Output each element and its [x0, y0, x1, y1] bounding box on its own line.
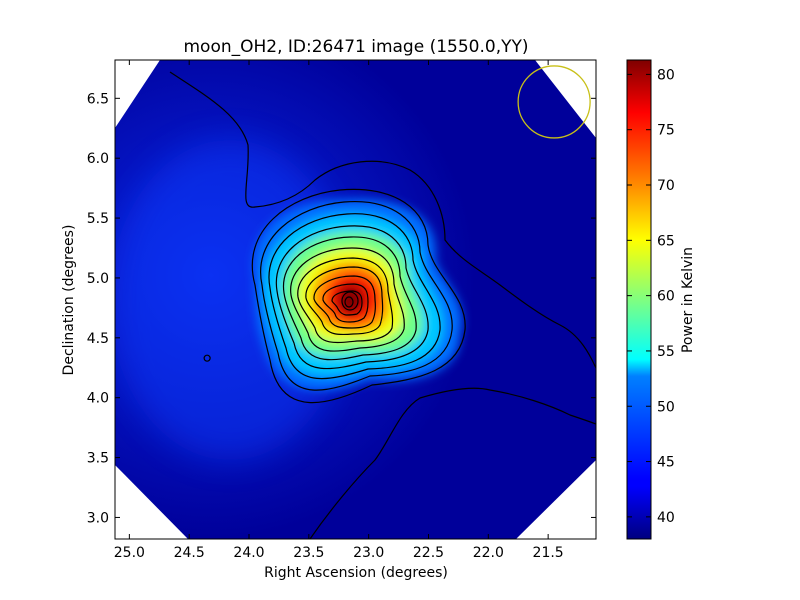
x-axis: 25.0 24.5 24.0 23.5 23.0 22.5 22.0 21.5	[114, 60, 564, 561]
contour-lines	[169, 71, 596, 539]
beam-circle	[517, 65, 591, 139]
y-tick-label: 4.0	[87, 391, 109, 407]
x-tick-label: 25.0	[114, 545, 145, 561]
colorbar-frame	[626, 59, 652, 540]
x-tick-label: 22.0	[473, 545, 504, 561]
colorbar-tick-label: 50	[657, 399, 675, 415]
blank-corner-top-left	[115, 60, 160, 128]
colorbar-tick-label: 70	[657, 178, 675, 194]
y-tick-label: 3.0	[87, 510, 109, 526]
y-tick-label: 5.0	[87, 271, 109, 287]
y-tick-label: 5.5	[87, 211, 109, 227]
colorbar-label: Power in Kelvin	[680, 247, 696, 353]
y-tick-label: 6.0	[87, 151, 109, 167]
plot-frame	[114, 59, 597, 540]
y-axis-label: Declination (degrees)	[61, 225, 77, 376]
colorbar-tick-label: 80	[657, 67, 675, 83]
colorbar-ticks: 40 45 50 55 60 65 70 75 80	[627, 67, 675, 526]
x-tick-label: 23.0	[353, 545, 384, 561]
colorbar-tick-label: 40	[657, 510, 675, 526]
blank-corner-top-right	[535, 60, 596, 138]
contour-level-1	[251, 188, 466, 404]
x-axis-label: Right Ascension (degrees)	[264, 565, 448, 581]
blank-corner-bottom-right	[516, 460, 596, 539]
contour-level-10	[322, 283, 369, 323]
colorbar-tick-label: 75	[657, 123, 675, 139]
colorbar-tick-label: 55	[657, 344, 675, 360]
contour-level-12	[341, 291, 359, 311]
contour-level-5	[282, 236, 417, 361]
x-tick-label: 23.5	[293, 545, 324, 561]
x-tick-label: 24.0	[233, 545, 264, 561]
contour-level-4	[275, 225, 429, 370]
contour-level-11	[331, 290, 363, 316]
contour-level-13	[344, 296, 354, 308]
contour-level-2	[260, 200, 453, 391]
contour-level-3	[268, 213, 441, 380]
y-axis: 3.0 3.5 4.0 4.5 5.0 5.5 6.0 6.5	[87, 91, 596, 526]
chart-title: moon_OH2, ID:26471 image (1550.0,YY)	[183, 37, 528, 57]
colorbar-tick-label: 60	[657, 289, 675, 305]
heatmap-area	[115, 60, 596, 539]
colorbar-tick-label: 65	[657, 233, 675, 249]
contour-level-9	[313, 275, 376, 329]
colorbar-gradient	[627, 60, 651, 539]
blank-corner-bottom-left	[115, 465, 188, 539]
x-tick-label: 21.5	[533, 545, 564, 561]
y-tick-label: 4.5	[87, 331, 109, 347]
colorbar-tick-label: 45	[657, 455, 675, 471]
contour-level-8	[305, 266, 384, 336]
contour-level-6	[290, 247, 405, 352]
source-blob	[253, 199, 463, 391]
colorbar: 40 45 50 55 60 65 70 75 80 Power in Kelvin	[626, 59, 696, 540]
y-tick-label: 6.5	[87, 91, 109, 107]
contour-outer-bottom	[309, 387, 596, 539]
contour-level-7	[297, 257, 394, 344]
contour-outer-left	[169, 71, 596, 369]
small-contour-marker	[203, 354, 211, 362]
x-tick-label: 24.5	[174, 545, 205, 561]
y-tick-label: 3.5	[87, 451, 109, 467]
x-tick-label: 22.5	[413, 545, 444, 561]
